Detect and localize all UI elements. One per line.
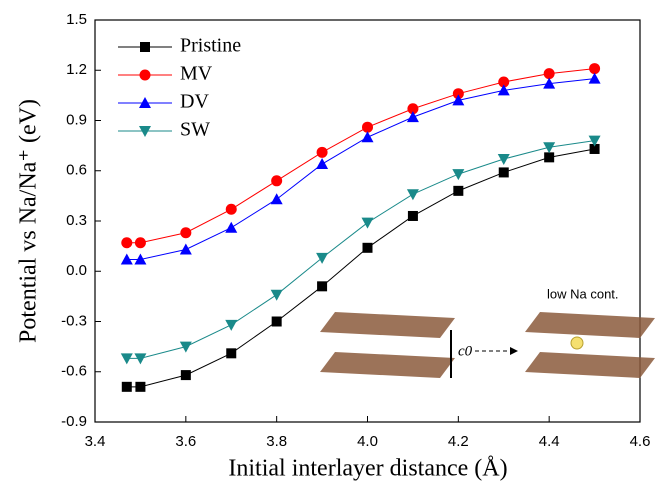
marker bbox=[362, 121, 373, 133]
y-tick-label: 0.0 bbox=[66, 262, 87, 279]
annotation: low Na cont. bbox=[547, 286, 619, 301]
marker bbox=[361, 217, 374, 229]
marker bbox=[179, 243, 192, 255]
marker bbox=[498, 76, 510, 88]
marker bbox=[361, 131, 374, 143]
y-tick-label: 0.6 bbox=[66, 162, 87, 179]
marker bbox=[452, 169, 465, 181]
marker bbox=[225, 203, 237, 215]
marker bbox=[406, 189, 419, 201]
inset: low Na cont. c0 bbox=[320, 286, 655, 378]
marker bbox=[362, 242, 373, 253]
x-tick-label: 4.0 bbox=[357, 433, 378, 450]
marker bbox=[120, 353, 133, 365]
marker bbox=[270, 289, 283, 301]
legend-marker bbox=[140, 42, 150, 52]
layer bbox=[320, 312, 455, 338]
marker bbox=[317, 281, 328, 292]
series-line bbox=[126, 68, 595, 244]
marker bbox=[271, 175, 283, 187]
x-axis-label: Initial interlayer distance (Å) bbox=[228, 456, 507, 482]
legend-marker bbox=[139, 69, 151, 81]
marker bbox=[134, 253, 147, 265]
marker bbox=[407, 103, 419, 115]
y-tick-label: -0.3 bbox=[61, 312, 87, 329]
marker bbox=[120, 253, 133, 265]
marker bbox=[452, 94, 465, 106]
x-tick-label: 4.4 bbox=[539, 433, 560, 450]
marker bbox=[497, 84, 510, 96]
y-tick-label: 0.3 bbox=[66, 212, 87, 229]
marker bbox=[588, 72, 601, 84]
marker bbox=[179, 341, 192, 353]
y-axis-label: Potential vs Na/Na⁺ (eV) bbox=[16, 99, 42, 343]
y-tick-label: 0.9 bbox=[66, 111, 87, 128]
marker bbox=[121, 381, 132, 392]
marker bbox=[543, 77, 556, 89]
x-tick-label: 4.2 bbox=[448, 433, 469, 450]
marker bbox=[271, 316, 282, 327]
marker bbox=[589, 63, 601, 75]
marker bbox=[180, 370, 191, 381]
series-line bbox=[126, 78, 595, 261]
arrowhead bbox=[510, 347, 518, 355]
marker bbox=[497, 154, 510, 166]
x-tick-label: 3.4 bbox=[85, 433, 106, 450]
marker bbox=[134, 237, 146, 249]
na-atom bbox=[570, 336, 584, 350]
marker bbox=[134, 353, 147, 365]
marker bbox=[135, 381, 146, 392]
marker bbox=[316, 252, 329, 264]
marker bbox=[316, 146, 328, 158]
legend-marker bbox=[139, 126, 151, 137]
legend-marker bbox=[139, 97, 151, 108]
y-tick-label: 1.5 bbox=[66, 11, 87, 28]
marker bbox=[226, 348, 237, 359]
marker bbox=[543, 68, 555, 80]
marker bbox=[225, 221, 238, 233]
marker bbox=[316, 158, 329, 170]
layer bbox=[525, 352, 655, 378]
marker bbox=[121, 237, 133, 249]
legend-label: DV bbox=[180, 91, 209, 113]
layer bbox=[320, 352, 455, 378]
marker bbox=[543, 142, 556, 154]
marker bbox=[452, 88, 464, 100]
marker bbox=[498, 167, 509, 178]
marker bbox=[588, 135, 601, 147]
marker bbox=[453, 185, 464, 196]
marker bbox=[180, 227, 192, 239]
marker bbox=[589, 143, 600, 154]
series-line bbox=[126, 148, 595, 388]
x-tick-label: 3.8 bbox=[266, 433, 287, 450]
marker bbox=[406, 111, 419, 123]
x-tick-label: 3.6 bbox=[175, 433, 196, 450]
y-tick-label: -0.6 bbox=[61, 363, 87, 380]
marker bbox=[270, 193, 283, 205]
series-line bbox=[126, 140, 595, 359]
marker bbox=[407, 210, 418, 221]
marker bbox=[544, 152, 555, 163]
x-tick-label: 4.6 bbox=[630, 433, 651, 450]
y-tick-label: 1.2 bbox=[66, 61, 87, 78]
y-tick-label: -0.9 bbox=[61, 413, 87, 430]
annotation: c0 bbox=[458, 343, 473, 359]
legend-label: MV bbox=[180, 63, 213, 85]
legend-label: SW bbox=[180, 119, 210, 141]
legend-label: Pristine bbox=[180, 35, 241, 57]
layer bbox=[525, 312, 655, 338]
marker bbox=[225, 319, 238, 331]
